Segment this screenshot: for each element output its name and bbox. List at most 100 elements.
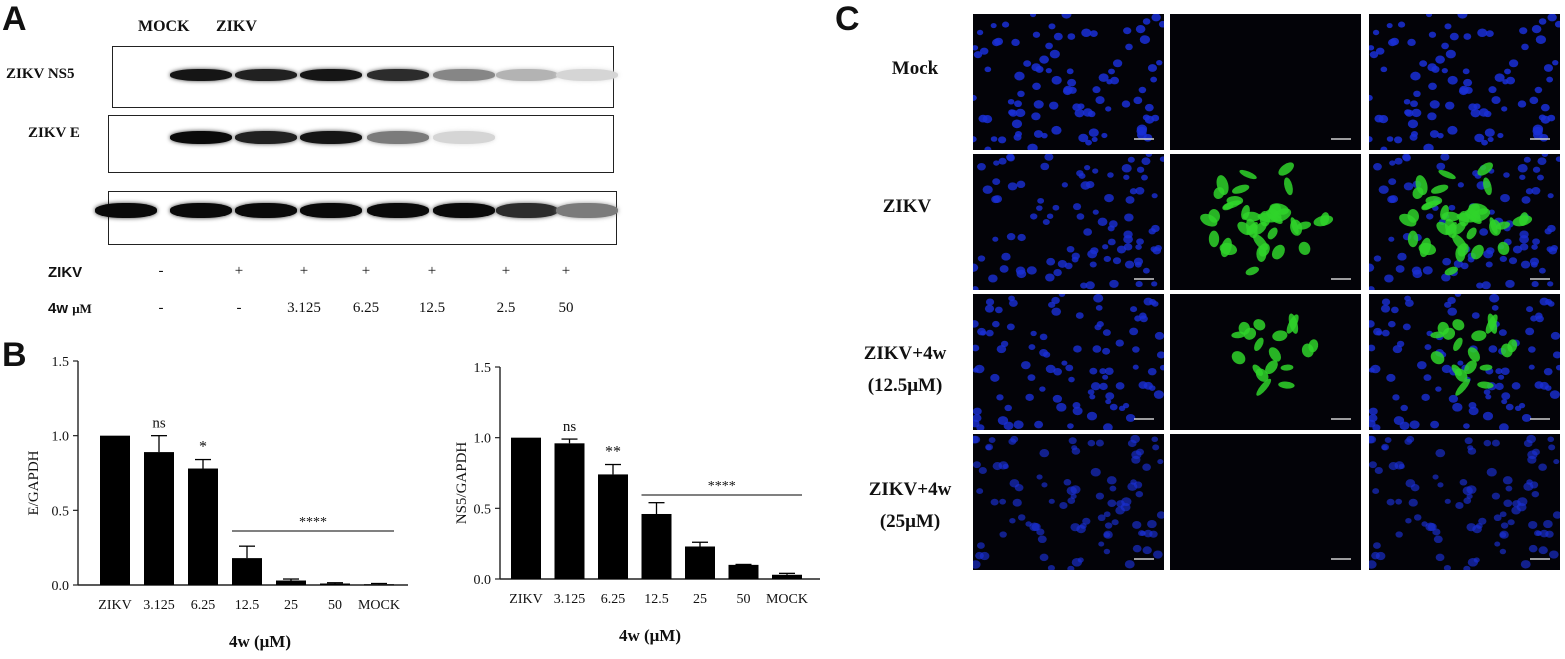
nucleus bbox=[1092, 86, 1101, 94]
zikv-e-image bbox=[1170, 434, 1361, 570]
x-tick-label: MOCK bbox=[358, 598, 400, 613]
nucleus bbox=[1104, 193, 1114, 203]
infected-cell bbox=[1431, 184, 1449, 194]
nucleus bbox=[1016, 269, 1027, 279]
nucleus bbox=[1014, 130, 1022, 137]
nucleus bbox=[1087, 389, 1095, 395]
nucleus bbox=[1437, 482, 1444, 488]
infected-cell bbox=[1246, 218, 1258, 239]
nucleus bbox=[1483, 389, 1491, 395]
nucleus bbox=[1051, 307, 1062, 316]
nucleus bbox=[990, 22, 997, 29]
nucleus bbox=[1404, 438, 1413, 445]
infected-cell bbox=[1495, 221, 1511, 230]
nucleus bbox=[1149, 299, 1157, 306]
nucleus bbox=[1433, 535, 1443, 544]
nucleus bbox=[1502, 476, 1513, 485]
nucleus bbox=[1027, 143, 1038, 150]
merge-image bbox=[1369, 294, 1560, 430]
nucleus bbox=[1151, 193, 1158, 199]
nucleus bbox=[1481, 139, 1488, 146]
nucleus bbox=[1097, 514, 1106, 522]
nucleus bbox=[1538, 463, 1547, 471]
nucleus bbox=[1528, 521, 1538, 529]
nucleus bbox=[1369, 344, 1376, 352]
nucleus bbox=[1039, 55, 1049, 64]
nucleus bbox=[1095, 305, 1103, 311]
nucleus bbox=[1089, 261, 1097, 268]
nucleus bbox=[1448, 394, 1459, 403]
blot-strip-gapdh bbox=[95, 191, 618, 245]
nucleus bbox=[1494, 73, 1505, 82]
nucleus bbox=[1053, 268, 1062, 277]
micro-label-zikv-4w-12: ZIKV+4w (12.5μM) bbox=[840, 338, 970, 402]
nucleus bbox=[1080, 282, 1088, 289]
infected-cell bbox=[1278, 162, 1294, 176]
condition-label-conc: 4w μM bbox=[48, 300, 92, 317]
nucleus bbox=[1531, 490, 1540, 498]
nucleus bbox=[992, 178, 1001, 185]
nucleus bbox=[1076, 213, 1085, 220]
nucleus bbox=[1152, 444, 1160, 451]
nucleus bbox=[1029, 522, 1040, 532]
nucleus bbox=[1036, 205, 1043, 211]
condition-conc-value: 2.5 bbox=[496, 300, 516, 316]
nucleus bbox=[1067, 33, 1076, 40]
nucleus bbox=[1133, 481, 1143, 489]
nucleus bbox=[1500, 522, 1509, 529]
x-tick-label: 6.25 bbox=[601, 592, 626, 607]
nucleus bbox=[1001, 252, 1011, 261]
nucleus bbox=[1144, 115, 1155, 124]
nucleus bbox=[1016, 180, 1026, 189]
infected-cell bbox=[1208, 230, 1220, 248]
nucleus bbox=[1147, 367, 1157, 376]
nucleus bbox=[978, 467, 987, 474]
nucleus bbox=[1498, 374, 1505, 380]
nucleus bbox=[1462, 68, 1470, 75]
nucleus bbox=[1369, 286, 1375, 290]
nucleus bbox=[1051, 75, 1062, 85]
nucleus bbox=[1530, 315, 1538, 322]
nucleus bbox=[1397, 21, 1406, 28]
nucleus bbox=[1078, 173, 1086, 179]
nucleus bbox=[1428, 31, 1437, 38]
nucleus bbox=[990, 136, 998, 142]
infected-cell bbox=[1485, 314, 1498, 334]
nucleus bbox=[1082, 517, 1091, 525]
nucleus bbox=[1048, 23, 1056, 30]
nucleus bbox=[1445, 49, 1456, 59]
nucleus bbox=[1142, 267, 1150, 274]
nucleus bbox=[1472, 525, 1482, 534]
nucleus bbox=[1139, 35, 1151, 44]
nucleus bbox=[1519, 235, 1529, 244]
merge-image bbox=[1369, 154, 1560, 290]
bar bbox=[232, 558, 262, 585]
condition-conc-value: 3.125 bbox=[287, 300, 321, 316]
nucleus bbox=[1372, 488, 1380, 495]
nucleus bbox=[1072, 406, 1083, 416]
infected-cell bbox=[1440, 204, 1449, 220]
nucleus bbox=[1101, 132, 1108, 139]
infected-cell bbox=[1222, 200, 1242, 210]
nucleus bbox=[1039, 448, 1050, 458]
nucleus bbox=[1555, 364, 1560, 371]
nucleus bbox=[1136, 238, 1144, 245]
nucleus bbox=[1065, 364, 1074, 372]
nucleus bbox=[1478, 108, 1489, 117]
dapi-image bbox=[973, 294, 1164, 430]
nucleus bbox=[1106, 79, 1113, 85]
nucleus bbox=[1030, 330, 1037, 337]
nucleus bbox=[1498, 329, 1507, 336]
nucleus bbox=[1410, 130, 1418, 137]
nucleus bbox=[1103, 511, 1111, 518]
nucleus bbox=[1423, 374, 1432, 381]
nucleus bbox=[1049, 49, 1060, 59]
nucleus bbox=[1375, 551, 1386, 561]
nucleus bbox=[1121, 100, 1131, 108]
nucleus bbox=[1133, 96, 1143, 105]
blot-band-gapdh bbox=[235, 202, 297, 218]
blot-header-zikv: ZIKV bbox=[216, 18, 257, 35]
nucleus bbox=[1405, 518, 1412, 524]
nucleus bbox=[1037, 197, 1045, 204]
nucleus bbox=[1142, 18, 1151, 25]
